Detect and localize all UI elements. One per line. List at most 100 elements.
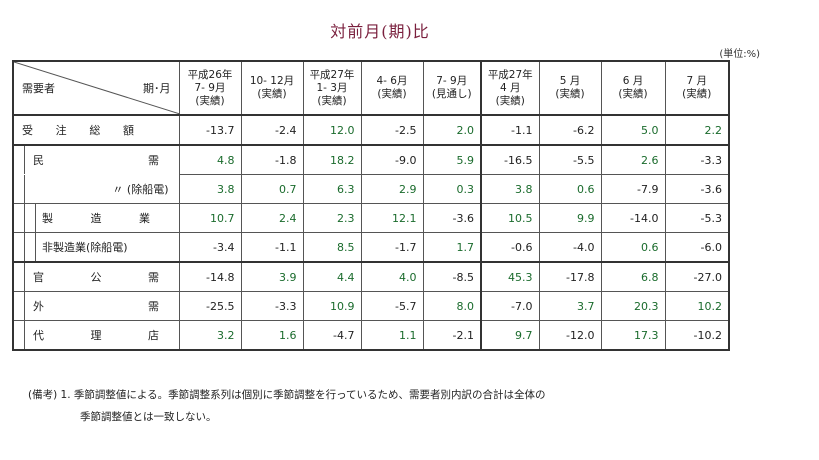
value-cell: 4.8 bbox=[178, 144, 242, 175]
footnote: (備考) 1. 季節調整値による。季節調整系列は個別に季節調整を行っているため、… bbox=[28, 384, 546, 428]
value-cell: -14.0 bbox=[600, 203, 666, 233]
column-header: 7- 9月 (見通し) bbox=[422, 60, 482, 116]
row-label-manufacturing: 製造業 bbox=[12, 203, 180, 233]
value-cell: -4.7 bbox=[302, 320, 362, 351]
value-cell: -5.5 bbox=[538, 144, 602, 175]
value-cell: 9.9 bbox=[538, 203, 602, 233]
value-cell: -7.9 bbox=[600, 174, 666, 204]
comparison-table: 需要者 期･月 平成26年 7- 9月 (実績) 10- 12月 (実績) 平成27年… bbox=[12, 60, 730, 351]
value-cell: 3.2 bbox=[178, 320, 242, 351]
corner-label-period: 期･月 bbox=[143, 82, 171, 95]
value-cell: -5.3 bbox=[664, 203, 730, 233]
value-cell: 10.7 bbox=[178, 203, 242, 233]
value-cell: 12.0 bbox=[302, 114, 362, 146]
value-cell: 10.2 bbox=[664, 291, 730, 321]
row-label-agency: 代理店 bbox=[12, 320, 180, 351]
value-cell: -7.0 bbox=[480, 291, 540, 321]
table-row: 外需 -25.5 -3.3 10.9 -5.7 8.0 -7.0 3.7 20.… bbox=[12, 291, 730, 321]
value-cell: 3.7 bbox=[538, 291, 602, 321]
value-cell: -3.3 bbox=[664, 144, 730, 175]
value-cell: 2.0 bbox=[422, 114, 482, 146]
corner-label-demand: 需要者 bbox=[22, 82, 55, 95]
value-cell: 0.6 bbox=[538, 174, 602, 204]
value-cell: -8.5 bbox=[422, 261, 482, 292]
page-title: 対前月(期)比 bbox=[330, 22, 430, 41]
value-cell: 9.7 bbox=[480, 320, 540, 351]
table-row: 〃 (除船電) 3.8 0.7 6.3 2.9 0.3 3.8 0.6 -7.9… bbox=[12, 174, 730, 204]
value-cell: 2.9 bbox=[360, 174, 424, 204]
value-cell: 45.3 bbox=[480, 261, 540, 292]
value-cell: -2.4 bbox=[240, 114, 304, 146]
value-cell: 2.4 bbox=[240, 203, 304, 233]
value-cell: -1.1 bbox=[240, 232, 304, 263]
column-header: 平成27年 1- 3月 (実績) bbox=[302, 60, 362, 116]
value-cell: 1.6 bbox=[240, 320, 304, 351]
table-row: 製造業 10.7 2.4 2.3 12.1 -3.6 10.5 9.9 -14.… bbox=[12, 203, 730, 233]
table-row: 受注総額 -13.7 -2.4 12.0 -2.5 2.0 -1.1 -6.2 … bbox=[12, 114, 730, 146]
value-cell: 1.1 bbox=[360, 320, 424, 351]
corner-cell: 需要者 期･月 bbox=[12, 60, 180, 116]
value-cell: 8.0 bbox=[422, 291, 482, 321]
value-cell: 3.8 bbox=[178, 174, 242, 204]
row-label-private: 民需 bbox=[12, 144, 180, 175]
value-cell: 0.7 bbox=[240, 174, 304, 204]
value-cell: -13.7 bbox=[178, 114, 242, 146]
value-cell: 5.0 bbox=[600, 114, 666, 146]
value-cell: 0.6 bbox=[600, 232, 666, 263]
value-cell: -6.0 bbox=[664, 232, 730, 263]
column-header: 4- 6月 (実績) bbox=[360, 60, 424, 116]
value-cell: 6.3 bbox=[302, 174, 362, 204]
column-header: 7 月 (実績) bbox=[664, 60, 730, 116]
value-cell: 10.9 bbox=[302, 291, 362, 321]
value-cell: -12.0 bbox=[538, 320, 602, 351]
row-label-total: 受注総額 bbox=[12, 114, 180, 146]
value-cell: 1.7 bbox=[422, 232, 482, 263]
value-cell: -16.5 bbox=[480, 144, 540, 175]
value-cell: -3.3 bbox=[240, 291, 304, 321]
column-header: 平成26年 7- 9月 (実績) bbox=[178, 60, 242, 116]
value-cell: -1.7 bbox=[360, 232, 424, 263]
value-cell: 2.2 bbox=[664, 114, 730, 146]
value-cell: -3.4 bbox=[178, 232, 242, 263]
value-cell: -6.2 bbox=[538, 114, 602, 146]
value-cell: -25.5 bbox=[178, 291, 242, 321]
row-label-overseas: 外需 bbox=[12, 291, 180, 321]
value-cell: 17.3 bbox=[600, 320, 666, 351]
diagonal-line bbox=[14, 62, 180, 114]
table-row: 非製造業(除船電) -3.4 -1.1 8.5 -1.7 1.7 -0.6 -4… bbox=[12, 232, 730, 263]
value-cell: -2.1 bbox=[422, 320, 482, 351]
value-cell: -3.6 bbox=[664, 174, 730, 204]
column-header: 6 月 (実績) bbox=[600, 60, 666, 116]
header-row: 需要者 期･月 平成26年 7- 9月 (実績) 10- 12月 (実績) 平成27年… bbox=[12, 60, 730, 116]
footnote-line-2: 季節調整値とは一致しない。 bbox=[80, 411, 217, 423]
column-header: 5 月 (実績) bbox=[538, 60, 602, 116]
value-cell: -4.0 bbox=[538, 232, 602, 263]
value-cell: 0.3 bbox=[422, 174, 482, 204]
footnote-line-1: (備考) 1. 季節調整値による。季節調整系列は個別に季節調整を行っているため、… bbox=[28, 389, 546, 401]
table-row: 官公需 -14.8 3.9 4.4 4.0 -8.5 45.3 -17.8 6.… bbox=[12, 261, 730, 292]
value-cell: -1.8 bbox=[240, 144, 304, 175]
value-cell: -17.8 bbox=[538, 261, 602, 292]
value-cell: 10.5 bbox=[480, 203, 540, 233]
value-cell: 2.3 bbox=[302, 203, 362, 233]
value-cell: -0.6 bbox=[480, 232, 540, 263]
value-cell: -27.0 bbox=[664, 261, 730, 292]
value-cell: 12.1 bbox=[360, 203, 424, 233]
column-header: 10- 12月 (実績) bbox=[240, 60, 304, 116]
value-cell: 2.6 bbox=[600, 144, 666, 175]
unit-label: (単位:%) bbox=[719, 49, 760, 60]
row-label-non-manufacturing: 非製造業(除船電) bbox=[12, 232, 180, 263]
value-cell: 6.8 bbox=[600, 261, 666, 292]
table-row: 代理店 3.2 1.6 -4.7 1.1 -2.1 9.7 -12.0 17.3… bbox=[12, 320, 730, 351]
value-cell: 5.9 bbox=[422, 144, 482, 175]
value-cell: -14.8 bbox=[178, 261, 242, 292]
table-row: 民需 4.8 -1.8 18.2 -9.0 5.9 -16.5 -5.5 2.6… bbox=[12, 144, 730, 175]
value-cell: -3.6 bbox=[422, 203, 482, 233]
value-cell: -2.5 bbox=[360, 114, 424, 146]
column-header: 平成27年 4 月 (実績) bbox=[480, 60, 540, 116]
value-cell: 4.4 bbox=[302, 261, 362, 292]
value-cell: -5.7 bbox=[360, 291, 424, 321]
value-cell: 8.5 bbox=[302, 232, 362, 263]
row-label-public: 官公需 bbox=[12, 261, 180, 292]
value-cell: 3.9 bbox=[240, 261, 304, 292]
